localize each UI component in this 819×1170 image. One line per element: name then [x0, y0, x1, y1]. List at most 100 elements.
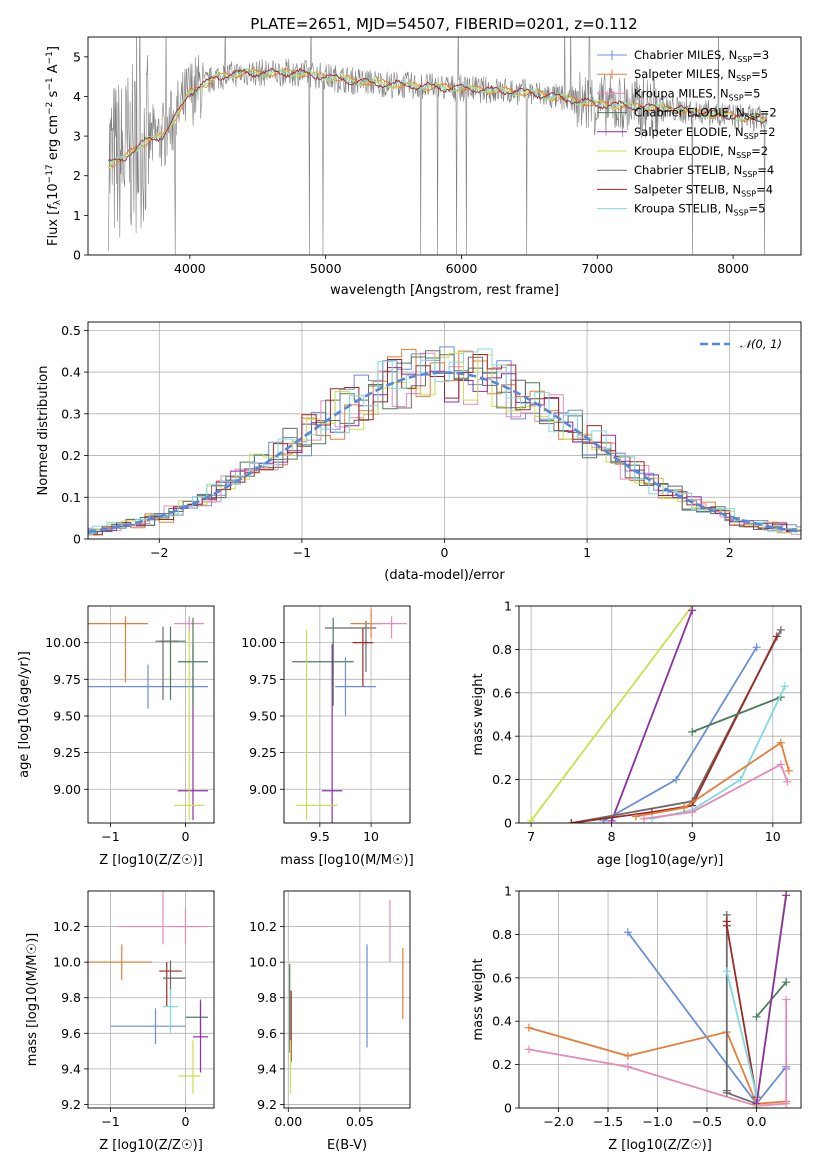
weight-line	[635, 741, 790, 818]
y-tick-label: 0.1	[61, 490, 81, 505]
y-tick-label: 0.4	[61, 365, 81, 380]
legend-count: =2	[759, 125, 776, 139]
y-axis-label: Flux [fλ10−17 erg cm−2 s−1 A−1]	[45, 46, 63, 246]
age-vs-Z-panel: −1 0 9.00 9.25 9.50 9.75 10.00 Z [log10(Z/Z☉)] a…	[17, 605, 215, 868]
y-tick-label: 0	[504, 816, 512, 831]
axes-frame	[283, 605, 411, 824]
y-axis-label: mass weight	[471, 673, 486, 755]
legend-entry: Salpeter ELODIE, NSSP=2	[634, 125, 776, 141]
spectrum-model-line	[108, 67, 768, 162]
legend-count: =4	[756, 182, 773, 196]
x-axis-label: (data-model)/error	[384, 568, 505, 583]
y-tick-label: 4	[73, 89, 81, 104]
legend-label: Chabrier MILES, N	[634, 48, 737, 62]
legend-label: Chabrier ELODIE, N	[634, 106, 745, 120]
x-tick-label: −1.5	[593, 1114, 623, 1129]
legend-count: =5	[751, 67, 768, 81]
y-tick-label: 9.75	[249, 672, 277, 687]
x-axis-label: wavelength [Angstrom, rest frame]	[330, 283, 559, 298]
x-tick-label: 1	[583, 545, 591, 560]
y-axis-label: mass [log10(M/M☉)]	[25, 933, 40, 1066]
x-tick-label: −1.0	[642, 1114, 672, 1129]
y-tick-label: 9.50	[249, 708, 277, 723]
x-tick-label: 6000	[446, 261, 478, 276]
y-tick-label: 3	[73, 129, 81, 144]
mass-vs-ebv-panel: 0.00 0.05 9.2 9.4 9.6 9.8 10.0 10.2 E(B-V)	[249, 890, 411, 1153]
x-tick-label: −2.0	[543, 1114, 573, 1129]
y-tick-label: 0.3	[61, 406, 81, 421]
x-tick-label: 7000	[581, 261, 613, 276]
y-tick-label: 9.2	[61, 1097, 81, 1112]
axes-frame	[283, 890, 411, 1109]
legend-label: Kroupa ELODIE, N	[634, 144, 736, 158]
x-tick-label: 9.5	[310, 829, 330, 844]
y-tick-label: 1	[504, 884, 512, 899]
legend-count: =3	[752, 48, 769, 62]
y-tick-label: 9.00	[53, 782, 81, 797]
legend-subscript: SSP	[745, 113, 760, 122]
error-bars	[88, 616, 208, 821]
x-tick-label: 10	[765, 829, 781, 844]
legend-subscript: SSP	[736, 151, 751, 160]
y-tick-label: 10.2	[249, 919, 277, 934]
legend-entry: Kroupa MILES, NSSP=5	[634, 86, 760, 102]
y-tick-label: 9.4	[257, 1061, 277, 1076]
error-bars	[292, 608, 407, 823]
legend-subscript: SSP	[737, 55, 752, 64]
legend-label: Kroupa STELIB, N	[634, 202, 734, 216]
legend-count: =5	[744, 86, 761, 100]
y-tick-label: 9.8	[61, 990, 81, 1005]
legend-count: =4	[757, 163, 774, 177]
y-tick-label: 0.6	[492, 685, 512, 700]
legend-count: =2	[751, 144, 768, 158]
x-axis-label: E(B-V)	[327, 1138, 367, 1153]
y-tick-label: 9.6	[61, 1026, 81, 1041]
weight-line	[691, 696, 782, 733]
axes-frame	[87, 605, 215, 824]
y-tick-label: 0.2	[492, 1057, 512, 1072]
y-tick-label: 0	[504, 1101, 512, 1116]
legend-subscript: SSP	[744, 132, 759, 141]
y-tick-label: 10.0	[249, 955, 277, 970]
legend-entry: Salpeter STELIB, NSSP=4	[634, 182, 773, 198]
residual-histogram	[88, 354, 801, 536]
x-tick-label: 0	[182, 1114, 190, 1129]
x-axis-label: Z [log10(Z/Z☉)]	[608, 1138, 712, 1153]
y-tick-label: 0.8	[492, 642, 512, 657]
x-tick-label: 9	[688, 829, 696, 844]
y-tick-label: 10.00	[45, 635, 81, 650]
legend-label: Salpeter ELODIE, N	[634, 125, 744, 139]
y-tick-label: 0.4	[492, 729, 512, 744]
legend-label: Salpeter MILES, N	[634, 67, 736, 81]
legend-subscript: SSP	[742, 170, 757, 179]
y-tick-label: 9.2	[257, 1097, 277, 1112]
age-vs-mass-panel: 9.5 10 9.00 9.25 9.50 9.75 10.00 mass [log10(M/…	[241, 605, 414, 868]
y-tick-label: 9.50	[53, 708, 81, 723]
residual-panel: −2 −1 0 1 2 0 0.1 0.2 0.3 0.4 0.5 𝒩(0, 1) (data-mode…	[36, 321, 802, 583]
legend-label: Salpeter STELIB, N	[634, 182, 741, 196]
x-tick-label: −1	[101, 1114, 119, 1129]
gaussian-curve	[88, 371, 801, 533]
axes-frame	[87, 890, 215, 1109]
y-tick-label: 10.2	[53, 919, 81, 934]
axes-frame	[87, 36, 802, 256]
legend-label: 𝒩(0, 1)	[740, 337, 782, 351]
y-axis-label: Normed distribution	[36, 366, 51, 496]
x-tick-label: −1	[293, 545, 311, 560]
axes-frame	[518, 605, 802, 824]
x-tick-label: 4000	[174, 261, 206, 276]
legend-label: Kroupa MILES, N	[634, 86, 729, 100]
x-tick-label: 7	[527, 829, 535, 844]
y-tick-label: 9.4	[61, 1061, 81, 1076]
x-tick-label: 8	[608, 829, 616, 844]
y-tick-label: 0.4	[492, 1014, 512, 1029]
y-tick-label: 5	[73, 49, 81, 64]
spectrum-panel: 4000 5000 6000 7000 8000 0 1 2 3 4 5 wavelength [An…	[45, 36, 802, 298]
y-tick-label: 9.75	[53, 672, 81, 687]
x-tick-label: −2	[150, 545, 168, 560]
x-axis-label: Z [log10(Z/Z☉)]	[99, 853, 203, 868]
legend-label: Chabrier STELIB, N	[634, 163, 742, 177]
y-tick-label: 0	[73, 248, 81, 263]
error-bars	[88, 891, 208, 1094]
